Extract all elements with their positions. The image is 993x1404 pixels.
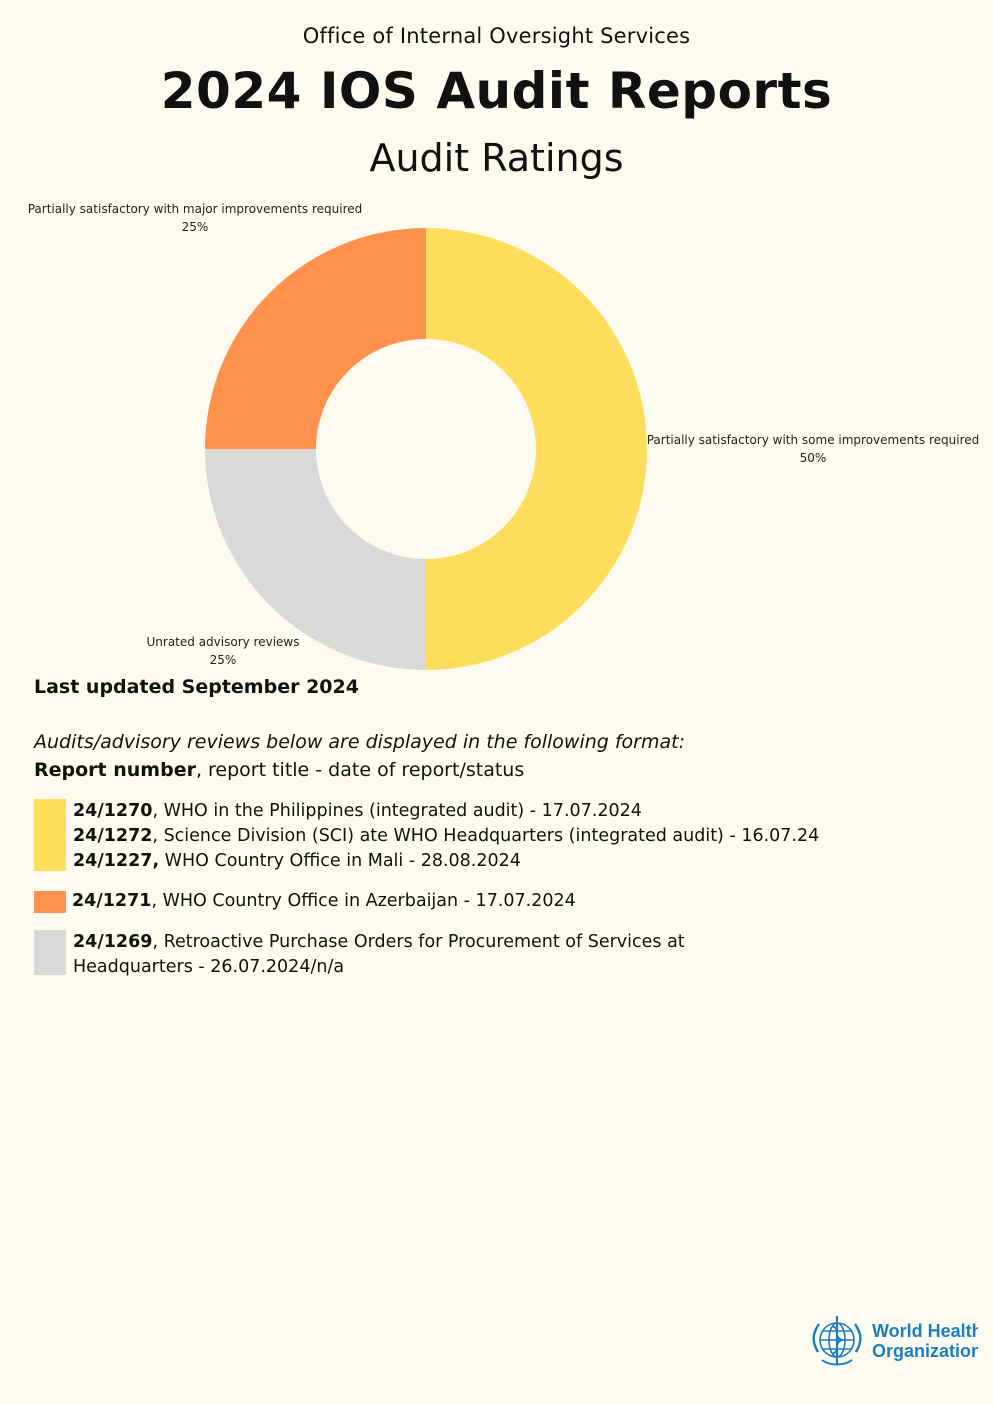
donut-chart: Partially satisfactory with some improve… [28,202,980,670]
who-logo: World Health Organization [812,1316,978,1366]
slice-label: Partially satisfactory with some improve… [647,433,980,447]
slice-percent: 50% [800,451,827,465]
org-name: Office of Internal Oversight Services [302,24,691,48]
report-entry: 24/1271, WHO Country Office in Azerbaija… [72,891,576,911]
format-line: Report number, report title - date of re… [34,759,524,781]
slice-percent: 25% [210,653,237,667]
legend-swatch-yellow [34,799,66,871]
rating-group-major-improvements: 24/1271, WHO Country Office in Azerbaija… [34,889,576,914]
slice-percent: 25% [182,220,209,234]
who-emblem-icon [812,1316,862,1366]
report-entry: Headquarters - 26.07.2024/n/a [73,957,345,977]
legend-swatch-grey [34,930,66,975]
slice-label: Partially satisfactory with major improv… [28,202,363,216]
format-bold: Report number [34,759,196,781]
report-entry: 24/1227, WHO Country Office in Mali - 28… [73,851,521,871]
rating-group-unrated: 24/1269, Retroactive Purchase Orders for… [34,930,685,980]
report-entry: 24/1270, WHO in the Philippines (integra… [73,801,642,821]
last-updated: Last updated September 2024 [34,676,359,698]
legend-swatch-orange [34,891,66,913]
page-title: 2024 IOS Audit Reports [160,62,833,120]
report-entry: 24/1269, Retroactive Purchase Orders for… [73,932,685,952]
logo-line1: World Health [872,1321,978,1341]
donut-slice [426,228,647,670]
format-note: Audits/advisory reviews below are displa… [34,731,686,753]
donut-slice [205,228,426,449]
logo-line2: Organization [872,1341,978,1361]
report-entry: 24/1272, Science Division (SCI) ate WHO … [73,826,820,846]
donut-slice [205,449,426,670]
rating-group-some-improvements: 24/1270, WHO in the Philippines (integra… [34,799,819,874]
slice-label: Unrated advisory reviews [147,635,300,649]
chart-subtitle: Audit Ratings [369,136,624,180]
format-rest: , report title - date of report/status [195,759,525,781]
